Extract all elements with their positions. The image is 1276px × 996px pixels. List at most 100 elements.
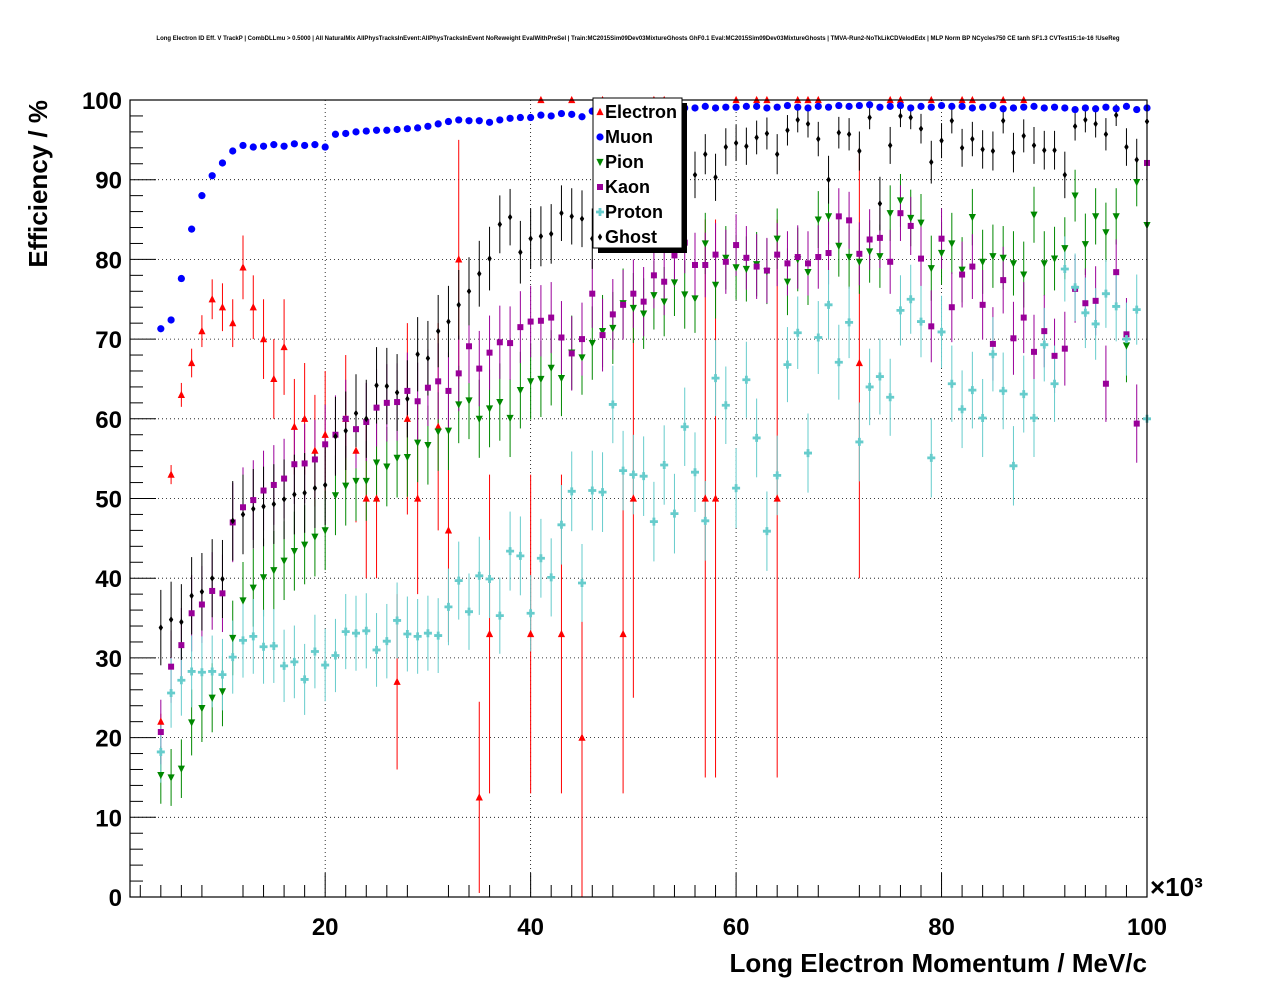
pion-point [896,197,905,205]
kaon-point [270,481,277,488]
x-tick-labels: 20 40 60 80 100 [312,914,1167,941]
ghost-point [353,409,359,417]
ghost-point [1052,146,1057,154]
pion-point [496,398,504,407]
kaon-point [322,441,329,448]
pion-point [1050,255,1059,263]
muon-point [1020,103,1028,111]
electron-point [629,494,637,502]
kaon-point [1051,352,1058,359]
electron-point [311,446,319,454]
muon-point [763,104,771,112]
pion-point [670,279,679,287]
proton-point [1132,305,1141,314]
pion-point [434,428,442,436]
proton-point [218,670,227,679]
kaon-point [948,304,955,311]
ghost-point [826,176,831,184]
kaon-point [774,251,781,258]
pion-point [444,427,453,435]
muon-point [948,102,956,110]
kaon-point [938,235,945,242]
muon-point [434,120,442,128]
proton-point [608,400,617,409]
ghost-point [230,517,235,525]
muon-point [527,113,535,122]
electron-point [157,717,165,725]
proton-point [362,626,371,635]
electron-point [321,430,329,438]
proton-point [290,657,299,666]
proton-point [680,422,689,431]
legend-label-muon: Muon [605,127,653,147]
muon-point [794,103,802,111]
ghost-point [970,135,975,143]
muon-point [753,102,761,110]
y-tick-label: 60 [95,407,122,434]
ghost-point [405,395,410,403]
ghost-point [518,248,523,256]
pion-point [958,266,966,274]
proton-point [927,453,936,462]
ghost-point [322,481,328,489]
x-tick-label: 20 [312,914,339,941]
pion-point [270,567,278,575]
proton-point [1019,390,1028,399]
proton-point [341,627,350,636]
pion-point [917,219,925,227]
kaon-point [435,378,442,385]
pion-point [1071,192,1079,200]
ghost-point [980,145,985,153]
electron-point [444,526,453,534]
muon-point [342,129,350,138]
kaon-point [1123,331,1130,338]
chart-title: Long Electron ID Eff. V TrackP | CombDLL… [156,36,1120,42]
electron-point [414,494,422,502]
ghost-point [764,129,770,137]
kaon-point [856,250,863,257]
ghost-point [559,209,564,217]
pion-point [783,278,792,286]
kaon-point [763,267,770,274]
pion-point [414,439,422,447]
legend-label-kaon: Kaon [605,177,650,197]
muon-point [783,101,792,110]
ghost-point [569,212,574,220]
kaon-point [620,301,627,308]
proton-point [280,661,289,670]
electron-point [208,295,216,303]
kaon-point [157,729,164,736]
axis-ticks [130,99,1148,898]
ghost-point [949,117,955,125]
kaon-point [1092,297,1099,304]
proton-point [444,602,453,611]
ghost-point [466,287,472,295]
ghost-point [846,130,852,138]
x-tick-label: 40 [517,914,544,941]
proton-point [495,611,504,620]
kaon-point [168,663,175,670]
ghost-point [425,354,431,362]
pion-point [681,291,689,299]
muon-point [506,114,514,122]
pion-point [650,292,658,300]
kaon-point [1082,300,1089,307]
proton-point [988,350,997,359]
kaon-point [589,290,596,297]
pion-point [660,298,668,306]
proton-point [865,382,874,391]
proton-point [1112,302,1121,311]
y-tick-label: 30 [95,646,122,673]
ghost-point [394,388,400,396]
electron-point [218,303,227,311]
electron-point [249,303,257,311]
ghost-point [723,143,729,151]
proton-point [423,629,432,638]
kaon-point [1020,314,1027,321]
x-axis-title: Long Electron Momentum / MeV/c [730,948,1147,978]
proton-point [485,574,494,583]
proton-point [1030,414,1038,423]
pion-point [937,249,946,258]
kaon-point [301,460,308,467]
y-tick-label: 80 [95,247,122,274]
